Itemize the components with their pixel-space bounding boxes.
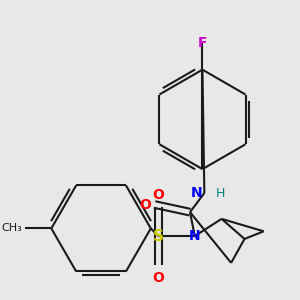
Text: O: O [139, 197, 151, 212]
Text: O: O [152, 271, 164, 284]
Text: S: S [153, 229, 164, 244]
Text: F: F [198, 36, 207, 50]
Text: H: H [216, 187, 225, 200]
Text: CH₃: CH₃ [1, 224, 22, 233]
Text: N: N [189, 229, 201, 243]
Text: O: O [152, 188, 164, 202]
Text: N: N [191, 186, 203, 200]
